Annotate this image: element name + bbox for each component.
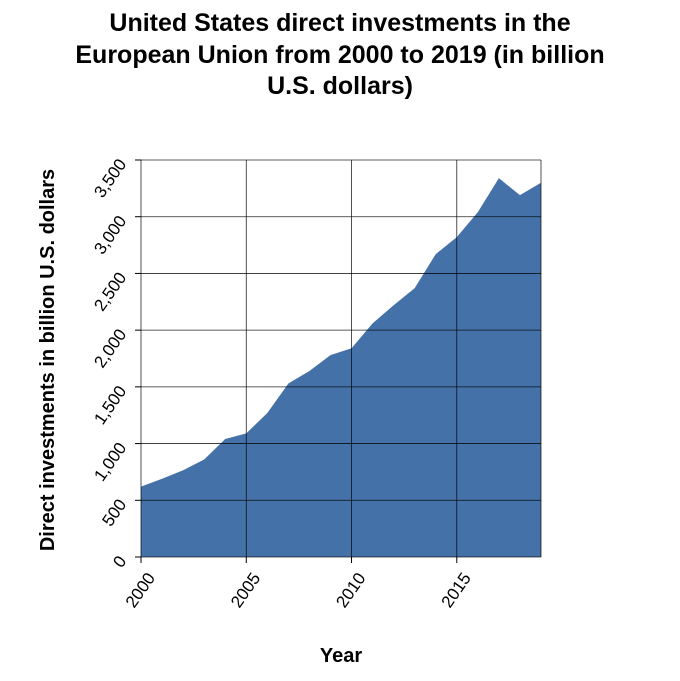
- y-axis-ticks: 0 500 1,000 1,500 2,000 2,500 3,000 3,500: [90, 155, 141, 571]
- chart-title-line: United States direct investments in the: [109, 9, 570, 37]
- y-tick-label: 3,500: [90, 155, 130, 201]
- x-tick-label: 2015: [438, 569, 475, 611]
- x-tick-label: 2010: [332, 569, 369, 611]
- chart-title: United States direct investments in the E…: [75, 9, 604, 100]
- y-tick-label: 3,000: [90, 212, 130, 258]
- chart-title-line: U.S. dollars): [267, 72, 413, 100]
- y-tick-label: 2,500: [90, 269, 130, 315]
- y-tick-label: 0: [109, 552, 130, 571]
- y-tick-label: 2,000: [90, 326, 130, 372]
- y-tick-label: 1,500: [90, 382, 130, 428]
- x-axis-label: Year: [320, 645, 362, 667]
- chart-title-line: European Union from 2000 to 2019 (in bil…: [75, 41, 604, 69]
- x-tick-label: 2000: [122, 569, 159, 611]
- x-axis-ticks: 2000 2005 2010 2015: [122, 557, 475, 611]
- x-tick-label: 2005: [227, 569, 264, 611]
- y-tick-label: 500: [98, 496, 130, 530]
- y-axis-label: Direct investments in billion U.S. dolla…: [37, 169, 59, 551]
- y-tick-label: 1,000: [90, 439, 130, 485]
